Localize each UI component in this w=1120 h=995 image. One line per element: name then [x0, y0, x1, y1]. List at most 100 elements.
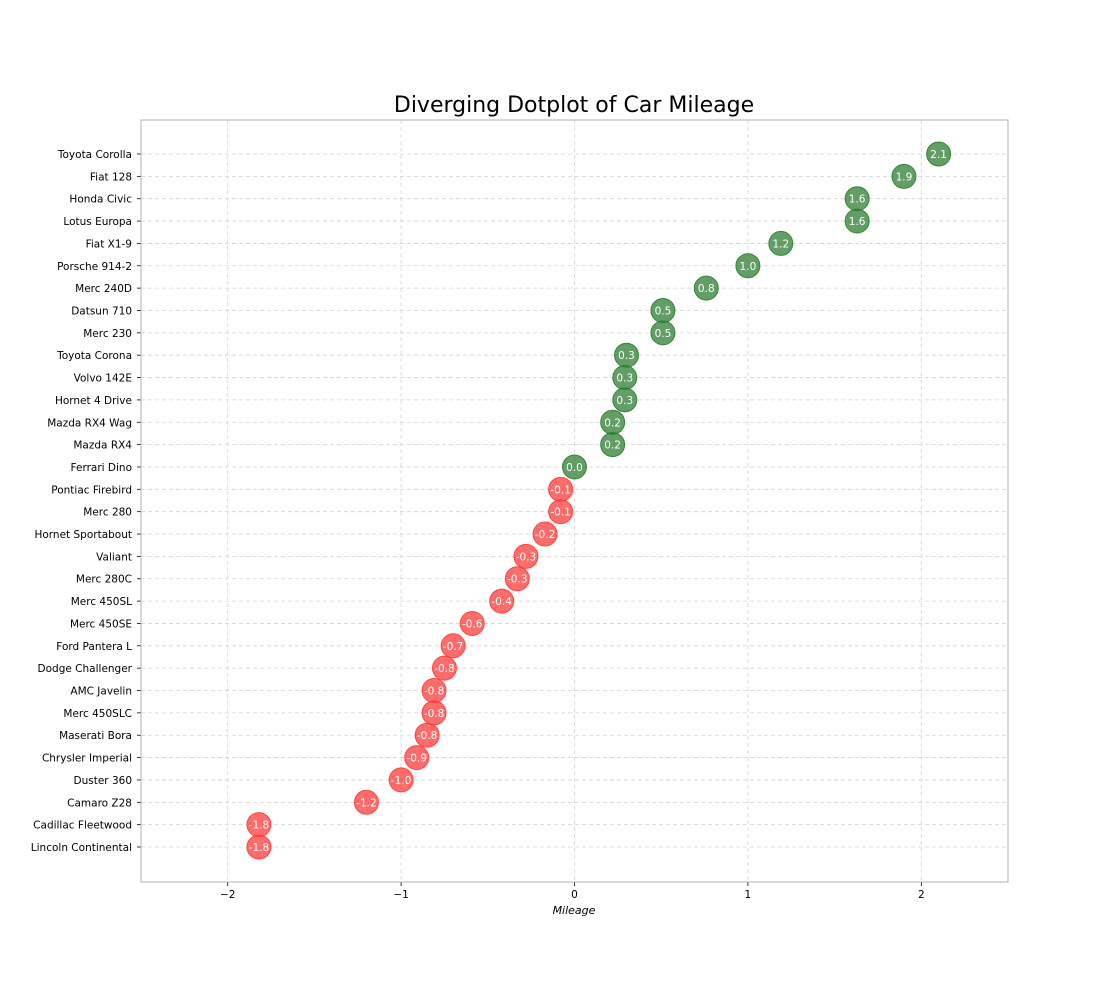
- grid-lines: [141, 120, 1008, 882]
- y-axis-ticks: Toyota Corolla Fiat 128 Honda Civic Lotus E…: [31, 149, 141, 854]
- data-label: 1.2: [772, 238, 789, 250]
- data-label: -0.4: [491, 596, 512, 608]
- y-tick-label: Dodge Challenger: [38, 663, 133, 675]
- x-tick-label: −1: [393, 889, 408, 901]
- y-tick-label: Lotus Europa: [63, 216, 132, 228]
- y-tick-label: Honda Civic: [69, 194, 132, 206]
- data-label: -0.8: [417, 730, 438, 742]
- y-tick-label: Porsche 914-2: [57, 261, 132, 273]
- data-point: [431, 655, 457, 681]
- y-tick-label: Merc 280C: [76, 574, 132, 586]
- data-label: -1.0: [391, 775, 412, 787]
- data-label: -1.8: [249, 820, 270, 832]
- data-label: -0.1: [550, 507, 571, 519]
- data-point: [459, 610, 485, 636]
- data-label: -0.8: [424, 708, 445, 720]
- data-point: [388, 767, 414, 793]
- data-label: -0.3: [516, 551, 537, 563]
- x-tick-label: 0: [571, 889, 578, 901]
- data-label: 0.8: [698, 283, 715, 295]
- data-label: 0.3: [616, 395, 633, 407]
- data-point: [489, 588, 515, 614]
- data-label: 0.2: [604, 417, 621, 429]
- y-tick-label: Pontiac Firebird: [51, 484, 132, 496]
- data-label: -0.6: [462, 618, 483, 630]
- y-tick-label: Chrysler Imperial: [42, 753, 132, 765]
- y-tick-label: Hornet Sportabout: [34, 529, 132, 541]
- data-point: [891, 163, 917, 189]
- data-label: 1.9: [896, 171, 913, 183]
- y-tick-label: Valiant: [96, 551, 132, 563]
- data-point: [612, 387, 638, 413]
- data-label: 0.5: [655, 305, 672, 317]
- x-axis-label: Mileage: [553, 904, 596, 917]
- data-point: [504, 566, 530, 592]
- data-point: [532, 521, 558, 547]
- y-tick-label: Hornet 4 Drive: [55, 395, 132, 407]
- data-point: [844, 208, 870, 234]
- data-point: [735, 253, 761, 279]
- data-label: 0.0: [566, 462, 583, 474]
- data-label: -1.2: [356, 797, 377, 809]
- chart-title: Diverging Dotplot of Car Mileage: [394, 93, 754, 118]
- data-label: 0.5: [655, 328, 672, 340]
- data-point: [414, 722, 440, 748]
- data-label: -0.9: [406, 753, 427, 765]
- y-tick-label: Merc 450SLC: [63, 708, 132, 720]
- y-tick-label: Mazda RX4 Wag: [47, 417, 132, 429]
- data-label: 2.1: [930, 149, 947, 161]
- data-label: -0.3: [507, 574, 528, 586]
- data-point: [650, 320, 676, 346]
- y-tick-label: Maserati Bora: [59, 730, 132, 742]
- data-point: [440, 633, 466, 659]
- data-point: [600, 432, 626, 458]
- data-label: 0.3: [618, 350, 635, 362]
- data-label: -0.1: [550, 484, 571, 496]
- y-tick-label: AMC Javelin: [70, 686, 132, 698]
- data-point: [404, 745, 430, 771]
- data-label: -0.7: [443, 641, 464, 653]
- y-tick-label: Duster 360: [74, 775, 132, 787]
- y-tick-label: Merc 240D: [75, 283, 132, 295]
- data-label: 1.0: [740, 261, 757, 273]
- data-point: [693, 275, 719, 301]
- y-tick-label: Fiat X1-9: [86, 238, 132, 250]
- y-tick-label: Lincoln Continental: [31, 842, 132, 854]
- data-point: [768, 230, 794, 256]
- y-tick-label: Fiat 128: [90, 171, 132, 183]
- y-tick-label: Ferrari Dino: [71, 462, 132, 474]
- data-point: [513, 543, 539, 569]
- data-label: 0.3: [616, 373, 633, 385]
- data-label: 1.6: [849, 194, 866, 206]
- data-label: 0.2: [604, 440, 621, 452]
- data-label: -0.8: [424, 686, 445, 698]
- data-point: [246, 834, 272, 860]
- y-tick-label: Cadillac Fleetwood: [33, 820, 132, 832]
- y-tick-label: Camaro Z28: [67, 797, 132, 809]
- y-tick-label: Merc 230: [83, 328, 132, 340]
- x-tick-label: 2: [918, 889, 925, 901]
- data-point: [926, 141, 952, 167]
- data-label: 1.6: [849, 216, 866, 228]
- y-tick-label: Merc 450SE: [70, 618, 132, 630]
- y-tick-label: Mazda RX4: [73, 440, 132, 452]
- data-points: 2.1 1.9 1.6 1.6 1.2 1.0 0.8 0.5 0.5 0.3 0.3 0.3 0.2 0…: [246, 141, 952, 860]
- plot-frame: [140, 119, 1009, 883]
- data-point: [562, 454, 587, 480]
- data-point: [353, 789, 379, 815]
- y-tick-label: Datsun 710: [71, 305, 132, 317]
- y-tick-label: Ford Pantera L: [56, 641, 132, 653]
- y-tick-label: Merc 280: [83, 507, 132, 519]
- y-tick-label: Toyota Corolla: [57, 149, 132, 161]
- y-tick-label: Toyota Corona: [56, 350, 132, 362]
- x-tick-label: −2: [220, 889, 235, 901]
- data-label: -0.2: [535, 529, 556, 541]
- x-tick-label: 1: [745, 889, 752, 901]
- data-point: [548, 499, 574, 525]
- y-tick-label: Volvo 142E: [74, 373, 132, 385]
- data-label: -1.8: [249, 842, 270, 854]
- data-label: -0.8: [434, 663, 455, 675]
- y-tick-label: Merc 450SL: [71, 596, 132, 608]
